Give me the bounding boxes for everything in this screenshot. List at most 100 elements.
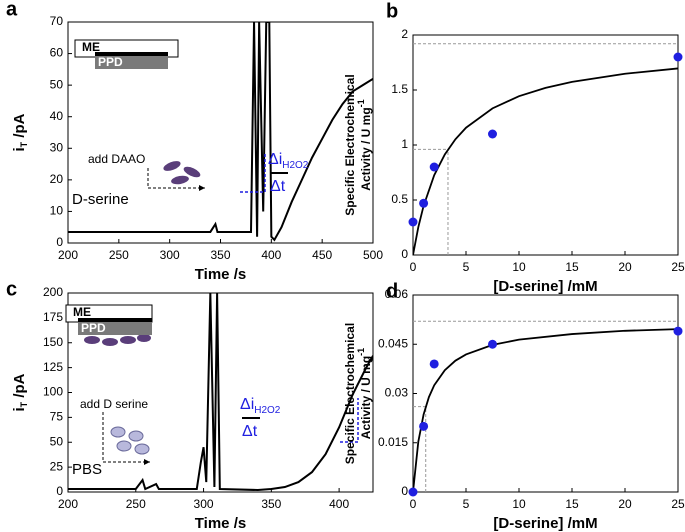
delta-i-label: ΔiH2O2 (240, 396, 281, 416)
y-tick-label: 125 (43, 360, 63, 374)
y-axis-label: Specific Electrochemical (343, 323, 357, 464)
substrate (128, 430, 144, 442)
ppd-label: PPD (98, 55, 123, 69)
delta-t-label: Δt (270, 178, 286, 195)
y-tick-label: 0.5 (391, 192, 408, 206)
x-tick-label: 0 (410, 497, 417, 511)
x-tick-label: 5 (463, 497, 470, 511)
y-axis-label: iT /pA (11, 113, 29, 151)
x-tick-label: 400 (329, 497, 349, 511)
addition-label: add D serine (80, 397, 148, 411)
panel-label: d (386, 280, 398, 302)
y-axis-label-part: -1 (356, 99, 366, 107)
data-point (488, 129, 497, 139)
arrow-head (199, 185, 205, 191)
x-tick-label: 350 (210, 248, 230, 262)
y-axis-label-part: T (19, 401, 29, 407)
fit-curve (413, 67, 678, 255)
data-point (419, 421, 429, 431)
x-tick-label: 300 (194, 497, 214, 511)
x-tick-label: 200 (58, 497, 78, 511)
enzyme (183, 166, 201, 178)
y-axis-label: Activity / U mg-1 (356, 99, 373, 190)
y-tick-label: 1 (401, 137, 408, 151)
y-axis-label: iT /pA (11, 373, 29, 411)
slope-bracket (340, 398, 359, 443)
x-tick-label: 400 (261, 248, 281, 262)
ppd-layer-edge (95, 52, 168, 56)
addition-arrow (147, 168, 205, 189)
data-point (673, 52, 683, 62)
y-tick-label: 50 (50, 434, 64, 448)
y-axis-label: Specific Electrochemical (343, 74, 357, 215)
x-tick-label: 350 (261, 497, 281, 511)
ppd-label: PPD (81, 321, 106, 335)
x-axis-label: Time /s (195, 515, 246, 532)
y-axis-label-part: T (19, 141, 29, 147)
trace (68, 22, 373, 242)
y-tick-label: 100 (43, 385, 63, 399)
y-axis-label-part: i (11, 407, 28, 411)
data-point (429, 162, 439, 172)
enzyme (120, 336, 136, 344)
addition-label: add DAAO (88, 152, 145, 166)
trace (68, 293, 373, 492)
y-tick-label: 0.015 (378, 435, 408, 449)
y-tick-label: 50 (50, 77, 64, 91)
y-tick-label: 200 (43, 285, 63, 299)
y-tick-label: 40 (50, 109, 64, 123)
x-tick-label: 20 (618, 497, 632, 511)
x-tick-label: 15 (565, 260, 579, 274)
slope-bracket (240, 153, 266, 193)
arrow-head (144, 459, 150, 465)
x-tick-label: 10 (512, 497, 526, 511)
data-point (408, 487, 418, 497)
addition-arrow (102, 412, 150, 463)
y-tick-label: 60 (50, 46, 64, 60)
x-axis-label: [D-serine] /mM (493, 278, 597, 295)
y-tick-label: 0 (56, 484, 63, 498)
y-tick-label: 1.5 (391, 82, 408, 96)
y-axis-label-part: Activity / U mg (359, 356, 373, 439)
data-point (419, 198, 429, 208)
y-tick-label: 0 (56, 235, 63, 249)
delta-i-text: Δi (240, 396, 254, 413)
sample-label: PBS (72, 461, 102, 478)
substrate (116, 440, 132, 452)
y-tick-label: 2 (401, 27, 408, 41)
y-tick-label: 70 (50, 14, 64, 28)
delta-i-text: Δi (268, 151, 282, 168)
x-axis-label: Time /s (195, 266, 246, 283)
panel-label: c (6, 278, 17, 300)
y-tick-label: 0.03 (385, 386, 409, 400)
electrode-label: ME (73, 305, 91, 319)
axes-frame (67, 21, 374, 244)
y-axis-label-part: -1 (356, 348, 366, 356)
y-axis-label-part: Activity / U mg (359, 107, 373, 190)
y-tick-label: 30 (50, 140, 64, 154)
y-axis-label-part: /pA (11, 373, 28, 401)
y-tick-label: 0.045 (378, 336, 408, 350)
data-point (673, 326, 683, 336)
axes-frame (412, 34, 679, 256)
x-tick-label: 250 (109, 248, 129, 262)
axes-frame (412, 294, 679, 493)
sample-label: D-serine (72, 191, 129, 208)
panel-label: a (6, 0, 18, 20)
x-tick-label: 300 (160, 248, 180, 262)
x-tick-label: 450 (312, 248, 332, 262)
y-tick-label: 25 (50, 459, 64, 473)
y-tick-label: 0 (401, 247, 408, 261)
x-tick-label: 200 (58, 248, 78, 262)
y-axis-label-part: /pA (11, 113, 28, 141)
x-tick-label: 25 (671, 497, 685, 511)
enzyme (84, 336, 100, 344)
y-tick-label: 75 (50, 410, 64, 424)
y-tick-label: 0.06 (385, 287, 409, 301)
y-axis-label-part: i (11, 147, 28, 151)
data-point (488, 339, 497, 349)
x-axis-label: [D-serine] /mM (493, 515, 597, 532)
y-tick-label: 0 (401, 484, 408, 498)
